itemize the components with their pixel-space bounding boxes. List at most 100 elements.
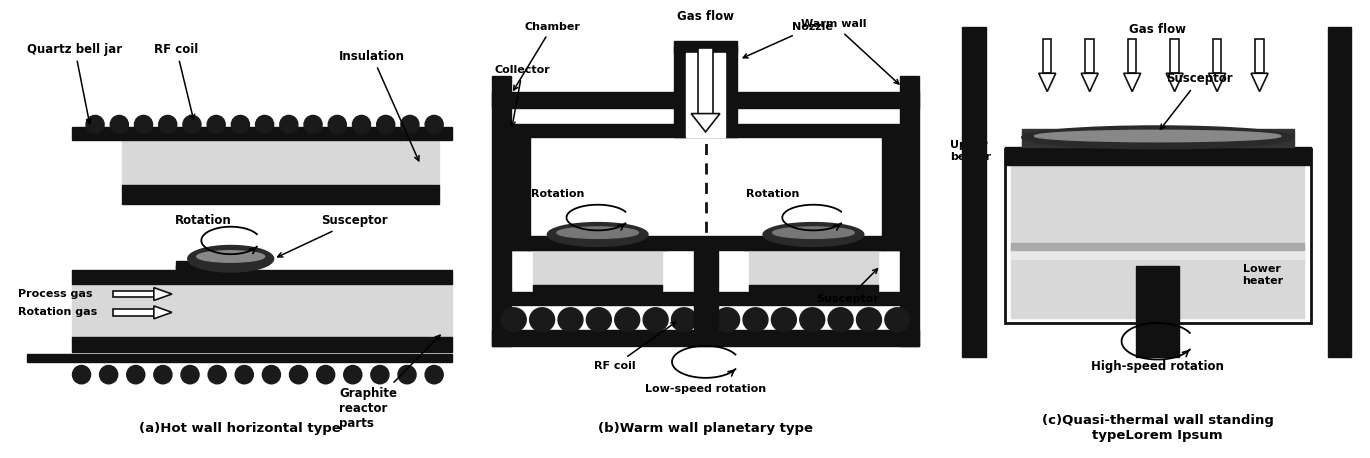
- Ellipse shape: [1034, 130, 1281, 142]
- Bar: [900, 76, 919, 346]
- Text: (c)Quasi-thermal wall standing
typeLorem Ipsum: (c)Quasi-thermal wall standing typeLorem…: [1041, 414, 1274, 442]
- Text: Graphite
reactor
parts: Graphite reactor parts: [340, 335, 440, 430]
- Polygon shape: [1038, 73, 1056, 92]
- Polygon shape: [1208, 73, 1226, 92]
- Bar: [27, 354, 452, 362]
- Bar: [492, 92, 919, 108]
- Bar: [1043, 39, 1051, 73]
- Bar: [1004, 149, 1311, 323]
- Bar: [881, 137, 900, 250]
- Circle shape: [671, 308, 696, 332]
- Bar: [725, 46, 737, 137]
- Circle shape: [352, 115, 370, 134]
- Polygon shape: [1081, 73, 1099, 92]
- Bar: [177, 265, 249, 271]
- Ellipse shape: [1022, 126, 1293, 149]
- Circle shape: [715, 308, 740, 332]
- Circle shape: [134, 115, 152, 134]
- Bar: [699, 48, 712, 114]
- Bar: [1255, 39, 1263, 73]
- Text: Low-speed rotation: Low-speed rotation: [645, 384, 766, 394]
- Text: (a)Hot wall horizontal type: (a)Hot wall horizontal type: [138, 422, 341, 435]
- Circle shape: [643, 308, 669, 332]
- Bar: [533, 249, 663, 289]
- Bar: [492, 76, 511, 346]
- Circle shape: [126, 365, 145, 384]
- Text: Chamber: Chamber: [514, 22, 580, 90]
- Text: Susceptor: Susceptor: [817, 269, 878, 304]
- Bar: [73, 283, 452, 337]
- Polygon shape: [1123, 73, 1141, 92]
- Bar: [114, 309, 153, 316]
- Text: Gas flow: Gas flow: [1129, 23, 1186, 36]
- Circle shape: [856, 308, 881, 332]
- Bar: [122, 185, 438, 204]
- Bar: [73, 337, 452, 352]
- Circle shape: [110, 115, 129, 134]
- Circle shape: [371, 365, 389, 384]
- Circle shape: [184, 115, 201, 134]
- Polygon shape: [1166, 73, 1184, 92]
- Bar: [1011, 247, 1304, 259]
- Text: Warm wall: Warm wall: [801, 20, 899, 84]
- Bar: [1085, 39, 1093, 73]
- Circle shape: [344, 365, 362, 384]
- Text: Rotation gas: Rotation gas: [18, 307, 97, 317]
- Bar: [1328, 27, 1351, 357]
- Circle shape: [208, 365, 226, 384]
- Ellipse shape: [556, 227, 638, 239]
- Circle shape: [232, 115, 249, 134]
- Bar: [1128, 39, 1136, 73]
- Text: Rotation: Rotation: [530, 189, 584, 199]
- Circle shape: [885, 308, 910, 332]
- Text: Nozzle: Nozzle: [743, 22, 833, 58]
- Bar: [533, 285, 663, 293]
- Bar: [73, 127, 452, 140]
- Bar: [1136, 266, 1178, 357]
- Ellipse shape: [763, 223, 863, 246]
- Circle shape: [501, 308, 526, 332]
- Bar: [122, 139, 438, 185]
- Bar: [686, 53, 725, 137]
- Bar: [1011, 160, 1304, 318]
- Polygon shape: [153, 306, 171, 319]
- Bar: [73, 270, 452, 284]
- Circle shape: [586, 308, 611, 332]
- Circle shape: [827, 308, 854, 332]
- Bar: [1170, 39, 1178, 73]
- Ellipse shape: [197, 251, 264, 262]
- Bar: [1011, 243, 1304, 250]
- Text: Upper
beater: Upper beater: [951, 140, 992, 162]
- Circle shape: [73, 365, 90, 384]
- Circle shape: [425, 115, 443, 134]
- Circle shape: [100, 365, 118, 384]
- Text: (b)Warm wall planetary type: (b)Warm wall planetary type: [599, 422, 812, 435]
- Polygon shape: [153, 288, 171, 300]
- Text: Insulation: Insulation: [340, 49, 419, 161]
- Circle shape: [86, 115, 104, 134]
- Text: High-speed rotation: High-speed rotation: [1092, 360, 1223, 373]
- Bar: [511, 124, 900, 137]
- Ellipse shape: [548, 223, 648, 246]
- Circle shape: [236, 365, 253, 384]
- Bar: [674, 46, 686, 137]
- Text: Quartz bell jar: Quartz bell jar: [27, 43, 122, 124]
- Circle shape: [743, 308, 769, 332]
- Circle shape: [159, 115, 177, 134]
- Circle shape: [615, 308, 640, 332]
- Circle shape: [399, 365, 416, 384]
- Polygon shape: [1251, 73, 1269, 92]
- Bar: [1004, 147, 1311, 165]
- Text: Gas flow: Gas flow: [677, 10, 734, 22]
- Circle shape: [207, 115, 225, 134]
- Text: Lower
heater: Lower heater: [1243, 264, 1284, 286]
- Bar: [744, 238, 882, 250]
- Bar: [962, 27, 985, 357]
- Circle shape: [279, 115, 297, 134]
- Bar: [748, 285, 878, 293]
- Bar: [748, 249, 878, 289]
- Bar: [177, 261, 190, 270]
- Circle shape: [316, 365, 334, 384]
- Circle shape: [377, 115, 395, 134]
- Circle shape: [771, 308, 796, 332]
